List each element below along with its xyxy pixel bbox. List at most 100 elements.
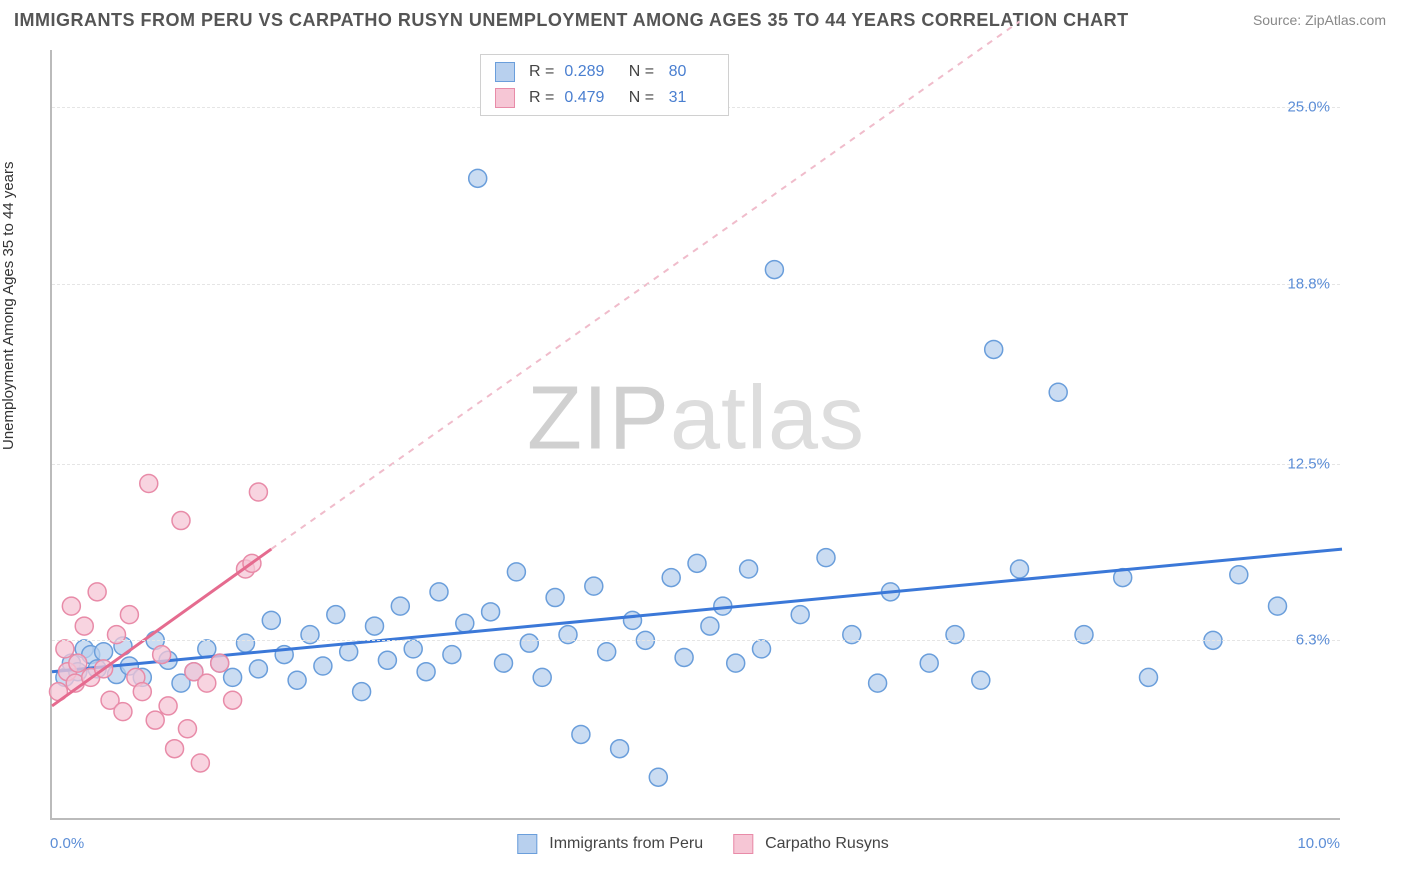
gridline (52, 464, 1340, 465)
scatter-point (753, 640, 771, 658)
scatter-point (985, 340, 1003, 358)
scatter-point (469, 169, 487, 187)
scatter-point (1140, 668, 1158, 686)
scatter-point (533, 668, 551, 686)
scatter-point (224, 691, 242, 709)
scatter-point (456, 614, 474, 632)
legend-swatch (495, 88, 515, 108)
scatter-point (178, 720, 196, 738)
legend-r-label: R = (529, 85, 554, 111)
scatter-point (95, 643, 113, 661)
legend-row: R =0.479 N = 31 (495, 85, 714, 111)
scatter-point (920, 654, 938, 672)
legend-swatch (495, 62, 515, 82)
scatter-point (572, 725, 590, 743)
scatter-point (765, 261, 783, 279)
scatter-point (430, 583, 448, 601)
scatter-point (366, 617, 384, 635)
plot-svg (52, 50, 1340, 818)
plot-area: ZIPatlas 6.3%12.5%18.8%25.0% (50, 50, 1340, 820)
gridline (52, 640, 1340, 641)
scatter-point (791, 606, 809, 624)
scatter-point (133, 683, 151, 701)
scatter-point (159, 697, 177, 715)
scatter-point (482, 603, 500, 621)
legend-n-label: N = (624, 59, 654, 85)
scatter-point (404, 640, 422, 658)
scatter-point (166, 740, 184, 758)
legend-item: Carpatho Rusyns (733, 834, 889, 854)
scatter-point (327, 606, 345, 624)
scatter-point (585, 577, 603, 595)
scatter-point (546, 589, 564, 607)
scatter-point (69, 654, 87, 672)
scatter-point (391, 597, 409, 615)
legend-swatch (733, 834, 753, 854)
legend-swatch (517, 834, 537, 854)
legend-r-label: R = (529, 59, 554, 85)
scatter-point (688, 554, 706, 572)
scatter-point (237, 634, 255, 652)
scatter-point (353, 683, 371, 701)
scatter-point (288, 671, 306, 689)
scatter-point (249, 483, 267, 501)
scatter-point (211, 654, 229, 672)
scatter-point (507, 563, 525, 581)
scatter-point (262, 611, 280, 629)
scatter-point (972, 671, 990, 689)
scatter-point (120, 606, 138, 624)
scatter-point (249, 660, 267, 678)
scatter-point (191, 754, 209, 772)
scatter-point (224, 668, 242, 686)
scatter-point (1269, 597, 1287, 615)
scatter-point (140, 474, 158, 492)
legend-row: R = 0.289 N = 80 (495, 59, 714, 85)
y-tick-label: 12.5% (1287, 455, 1330, 472)
scatter-point (1049, 383, 1067, 401)
scatter-point (314, 657, 332, 675)
x-tick-min: 0.0% (50, 835, 84, 852)
x-tick-max: 10.0% (1297, 835, 1340, 852)
legend-n-value: 80 (664, 59, 714, 85)
source-attribution: Source: ZipAtlas.com (1253, 12, 1386, 28)
scatter-point (378, 651, 396, 669)
scatter-point (56, 640, 74, 658)
legend-item-label: Immigrants from Peru (549, 835, 703, 853)
scatter-point (1011, 560, 1029, 578)
legend-correlation-box: R = 0.289 N = 80R =0.479 N = 31 (480, 54, 729, 116)
scatter-point (198, 674, 216, 692)
scatter-point (740, 560, 758, 578)
scatter-point (75, 617, 93, 635)
scatter-point (443, 646, 461, 664)
legend-r-value: 0.289 (564, 59, 614, 85)
legend-n-label: N = (624, 85, 654, 111)
chart-title: IMMIGRANTS FROM PERU VS CARPATHO RUSYN U… (14, 10, 1129, 31)
scatter-point (153, 646, 171, 664)
scatter-point (495, 654, 513, 672)
scatter-point (520, 634, 538, 652)
scatter-point (598, 643, 616, 661)
scatter-point (114, 703, 132, 721)
scatter-point (817, 549, 835, 567)
scatter-point (869, 674, 887, 692)
y-axis-label: Unemployment Among Ages 35 to 44 years (0, 161, 17, 450)
scatter-point (662, 569, 680, 587)
legend-item-label: Carpatho Rusyns (765, 835, 889, 853)
chart-container: IMMIGRANTS FROM PERU VS CARPATHO RUSYN U… (0, 0, 1406, 892)
scatter-point (611, 740, 629, 758)
legend-series: Immigrants from Peru Carpatho Rusyns (517, 834, 888, 854)
gridline (52, 284, 1340, 285)
legend-item: Immigrants from Peru (517, 834, 703, 854)
scatter-point (1230, 566, 1248, 584)
legend-n-value: 31 (664, 85, 714, 111)
scatter-point (701, 617, 719, 635)
scatter-point (727, 654, 745, 672)
scatter-point (624, 611, 642, 629)
y-tick-label: 18.8% (1287, 275, 1330, 292)
scatter-point (88, 583, 106, 601)
scatter-point (649, 768, 667, 786)
scatter-point (62, 597, 80, 615)
scatter-point (146, 711, 164, 729)
y-tick-label: 6.3% (1296, 632, 1330, 649)
y-tick-label: 25.0% (1287, 99, 1330, 116)
